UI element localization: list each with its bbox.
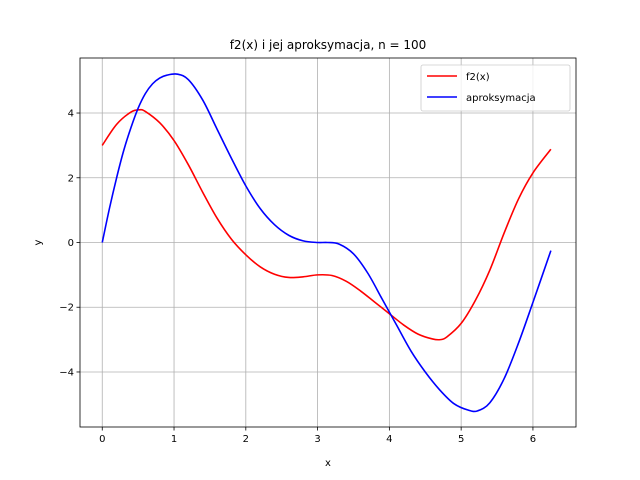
x-tick-label: 3: [314, 434, 320, 445]
y-tick-label: 4: [68, 109, 74, 120]
x-axis-label: x: [325, 458, 331, 469]
x-tick-label: 0: [99, 434, 105, 445]
series-line-aproksymacja: [101, 73, 552, 413]
legend-box: [420, 64, 571, 112]
legend-label-aproksymacja: aproksymacja: [466, 93, 536, 104]
ticks: 0 1 2 3 4 5 6 −4 −2 0 2 4: [59, 109, 536, 445]
x-tick-label: 4: [386, 434, 392, 445]
x-tick-label: 1: [171, 434, 177, 445]
x-tick-label: 6: [530, 434, 536, 445]
series-line-f2: [101, 108, 552, 341]
legend: f2(x) aproksymacja: [420, 64, 571, 112]
chart-title: f2(x) i jej aproksymacja, n = 100: [230, 38, 427, 52]
y-tick-label: −2: [59, 303, 74, 314]
legend-label-f2: f2(x): [466, 72, 490, 83]
y-tick-label: −4: [59, 367, 74, 378]
y-tick-label: 0: [68, 238, 74, 249]
series-group: [101, 73, 552, 413]
x-tick-label: 5: [458, 434, 464, 445]
y-axis-label: y: [33, 239, 44, 245]
y-tick-label: 2: [68, 173, 74, 184]
x-tick-label: 2: [243, 434, 249, 445]
